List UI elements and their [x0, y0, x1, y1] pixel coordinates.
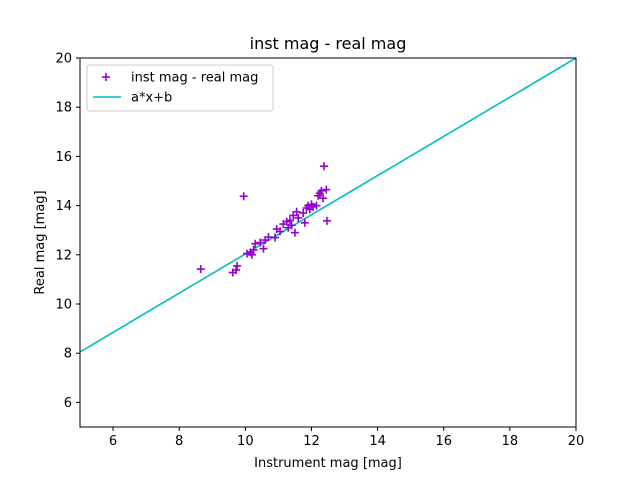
legend-entry: a*x+b [93, 91, 172, 106]
data-point [259, 244, 268, 253]
data-point [299, 208, 308, 217]
legend-label: inst mag - real mag [131, 71, 258, 86]
chart-title: inst mag - real mag [250, 34, 407, 53]
y-tick-label: 6 [64, 396, 72, 411]
fit-line [79, 57, 577, 353]
data-point [317, 186, 326, 195]
x-tick-label: 20 [568, 434, 585, 449]
legend-box [86, 64, 274, 112]
data-point [232, 266, 241, 275]
y-tick-label: 20 [55, 52, 72, 67]
y-tick-label: 16 [55, 150, 72, 165]
data-point [196, 265, 205, 274]
data-point [320, 162, 329, 171]
x-tick-label: 16 [435, 434, 452, 449]
data-point [247, 250, 256, 259]
data-point [292, 207, 301, 216]
x-tick-label: 12 [303, 434, 320, 449]
axes: 6 8 10 12 14 16 18 20 6 8 10 12 14 16 18 20 [55, 52, 584, 450]
x-tick-label: 8 [175, 434, 183, 449]
y-tick-label: 14 [55, 199, 72, 214]
x-tick-label: 14 [369, 434, 386, 449]
data-point [287, 221, 296, 230]
legend-entry: inst mag - real mag [102, 71, 258, 86]
data-point [294, 213, 303, 222]
data-point [323, 216, 332, 225]
data-point [290, 228, 299, 237]
data-point [256, 238, 265, 247]
x-tick-label: 6 [109, 434, 117, 449]
data-point [319, 194, 328, 203]
data-point [276, 227, 285, 236]
plot-content [79, 57, 577, 353]
y-tick-label: 12 [55, 248, 72, 263]
data-point [233, 261, 242, 270]
y-tick-label: 8 [64, 347, 72, 362]
data-point [251, 239, 260, 248]
y-tick-label: 10 [55, 298, 72, 313]
y-tick-label: 18 [55, 101, 72, 116]
data-point [249, 245, 258, 254]
y-axis-label: Real mag [mag] [33, 190, 48, 294]
x-tick-label: 10 [237, 434, 254, 449]
plot-frame [79, 57, 577, 428]
data-point [239, 192, 248, 201]
data-point [322, 185, 331, 194]
plot-area [80, 58, 576, 427]
data-point [271, 233, 280, 242]
data-point [312, 201, 321, 210]
data-point [285, 216, 294, 225]
x-axis-label: Instrument mag [mag] [254, 456, 402, 471]
x-tick-label: 18 [502, 434, 519, 449]
legend: inst mag - real mag a*x+b [86, 64, 274, 112]
legend-label: a*x+b [131, 91, 172, 106]
data-point [300, 218, 309, 227]
